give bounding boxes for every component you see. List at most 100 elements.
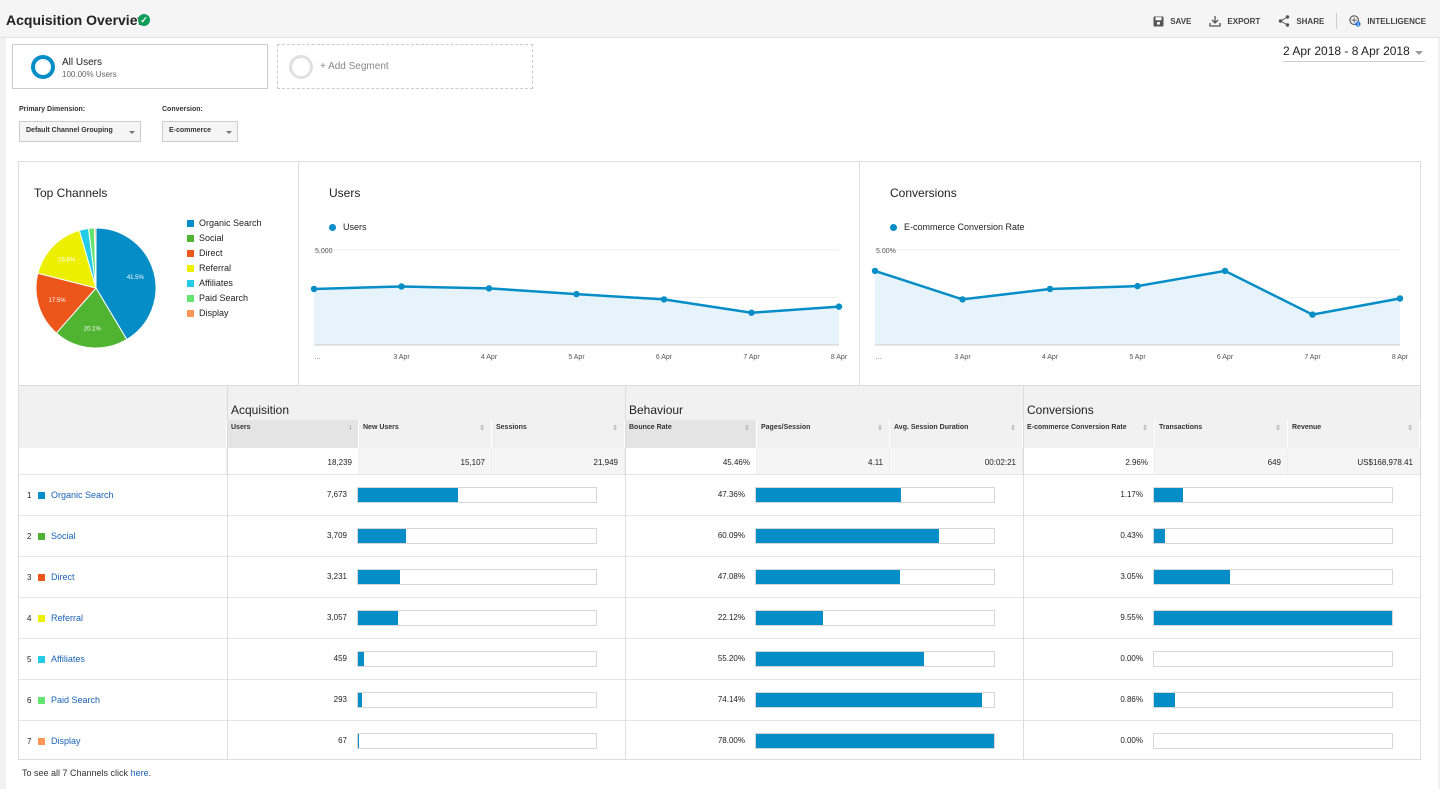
conversions-data-point[interactable] bbox=[1396, 295, 1404, 302]
conversions-data-point[interactable] bbox=[959, 296, 966, 303]
channel-color-swatch bbox=[38, 615, 45, 622]
x-tick-label: 6 Apr bbox=[1217, 354, 1234, 361]
conversions-data-point[interactable] bbox=[1134, 282, 1141, 290]
channel-link-direct[interactable]: Direct bbox=[51, 572, 75, 582]
page-header: Acquisition Overview ✓ SAVE EXPORT SHARE… bbox=[0, 0, 1440, 38]
conversion-rate-value: 0.00% bbox=[1120, 736, 1143, 745]
channel-color-swatch bbox=[38, 574, 45, 581]
column-header-bounce-rate[interactable]: Bounce Rate ⇕ bbox=[625, 420, 757, 448]
overview-panels: Top Channels 41.5% 20.1% 17.5% 16.6% Organi… bbox=[18, 161, 1421, 386]
see-all-channels-link[interactable]: here bbox=[130, 768, 149, 778]
bounce-rate-bar bbox=[756, 734, 994, 748]
sort-icon[interactable]: ⇕ bbox=[612, 425, 618, 432]
legend-swatch bbox=[187, 309, 194, 317]
conversions-data-point[interactable] bbox=[1309, 311, 1316, 318]
share-button[interactable]: SHARE bbox=[1278, 15, 1324, 27]
export-button[interactable]: EXPORT bbox=[1209, 15, 1260, 27]
legend-swatch bbox=[187, 219, 194, 227]
legend-label: Social bbox=[199, 233, 224, 243]
users-value: 293 bbox=[333, 695, 347, 704]
users-data-point[interactable] bbox=[748, 309, 755, 316]
legend-label: Paid Search bbox=[199, 293, 249, 303]
channel-link-display[interactable]: Display bbox=[51, 736, 81, 746]
pie-slice-display[interactable] bbox=[93, 227, 97, 289]
users-bar-track bbox=[357, 528, 597, 544]
top-channels-panel: Top Channels 41.5% 20.1% 17.5% 16.6% Organi… bbox=[19, 162, 298, 385]
group-behaviour: Behaviour bbox=[629, 403, 684, 417]
pie-slice-label: 20.1% bbox=[84, 327, 102, 333]
column-header-users[interactable]: Users ↓ bbox=[227, 420, 359, 448]
table-row: 6 Paid Search 293 74.14% 0.86% bbox=[19, 679, 1420, 720]
column-header-avg-session-duration[interactable]: Avg. Session Duration ⇕ bbox=[890, 420, 1023, 448]
channel-link-affiliates[interactable]: Affiliates bbox=[51, 654, 85, 664]
conversions-data-point[interactable] bbox=[1221, 267, 1229, 275]
users-data-point[interactable] bbox=[398, 283, 405, 290]
total-bounce-rate: 45.46% bbox=[625, 448, 757, 474]
users-area-fill bbox=[314, 286, 839, 345]
segment-all-users[interactable]: All Users 100.00% Users bbox=[12, 44, 268, 89]
intelligence-button[interactable]: 1 INTELLIGENCE bbox=[1349, 15, 1426, 27]
table-group-header bbox=[19, 386, 1420, 420]
column-header-ecommerce-conversion-rate[interactable]: E-commerce Conversion Rate ⇕ bbox=[1023, 420, 1155, 448]
conversions-series-key: E-commerce Conversion Rate bbox=[890, 222, 1025, 232]
channel-link-paid-search[interactable]: Paid Search bbox=[51, 695, 101, 705]
date-range-picker[interactable]: 2 Apr 2018 - 8 Apr 2018 bbox=[1283, 44, 1425, 62]
conversion-rate-bar-track bbox=[1153, 528, 1393, 544]
pie-slice-organic-search[interactable] bbox=[95, 227, 157, 341]
conversion-dropdown[interactable]: E-commerce bbox=[162, 121, 238, 142]
top-channels-title: Top Channels bbox=[34, 186, 108, 200]
conversion-rate-cell: 0.00% bbox=[1023, 639, 1153, 679]
column-header-revenue[interactable]: Revenue ⇕ bbox=[1288, 420, 1420, 448]
legend-item-affiliates: Affiliates bbox=[187, 278, 233, 288]
save-button[interactable]: SAVE bbox=[1152, 15, 1191, 27]
users-data-point[interactable] bbox=[660, 296, 668, 303]
sort-icon[interactable]: ⇕ bbox=[744, 425, 750, 432]
users-data-point[interactable] bbox=[573, 290, 580, 298]
users-data-point[interactable] bbox=[835, 303, 843, 310]
sort-desc-icon[interactable]: ↓ bbox=[348, 424, 353, 431]
verified-check-icon: ✓ bbox=[138, 14, 150, 26]
sort-icon[interactable]: ⇕ bbox=[877, 425, 883, 432]
pie-slice-social[interactable] bbox=[55, 287, 128, 349]
column-group-divider bbox=[1023, 386, 1024, 760]
pie-slice-referral[interactable] bbox=[37, 229, 97, 289]
x-tick-label: 5 Apr bbox=[568, 354, 585, 361]
column-group-divider bbox=[227, 386, 228, 760]
channel-color-swatch bbox=[38, 697, 45, 704]
add-segment-button[interactable]: + Add Segment bbox=[277, 44, 533, 89]
sort-icon[interactable]: ⇕ bbox=[1142, 425, 1148, 432]
channel-link-organic-search[interactable]: Organic Search bbox=[51, 490, 114, 500]
conversions-data-point[interactable] bbox=[1046, 285, 1054, 293]
sort-icon[interactable]: ⇕ bbox=[1275, 425, 1281, 432]
pie-slice-direct[interactable] bbox=[35, 272, 97, 334]
column-header-pages-session[interactable]: Pages/Session ⇕ bbox=[757, 420, 890, 448]
sort-icon[interactable]: ⇕ bbox=[479, 425, 485, 432]
channel-color-swatch bbox=[38, 492, 45, 499]
primary-dimension-dropdown[interactable]: Default Channel Grouping bbox=[19, 121, 141, 142]
sort-icon[interactable]: ⇕ bbox=[1407, 425, 1413, 432]
column-header-new-users[interactable]: New Users ⇕ bbox=[359, 420, 492, 448]
column-header-transactions[interactable]: Transactions ⇕ bbox=[1155, 420, 1288, 448]
users-bar bbox=[358, 611, 398, 625]
bounce-rate-bar bbox=[756, 529, 940, 543]
x-tick-label: 8 Apr bbox=[1392, 354, 1409, 361]
conversion-rate-value: 0.43% bbox=[1120, 531, 1143, 540]
conversion-rate-bar-track bbox=[1153, 610, 1393, 626]
conversions-data-point[interactable] bbox=[871, 267, 879, 275]
x-tick-label: 8 Apr bbox=[831, 354, 848, 361]
conversion-rate-bar bbox=[1154, 611, 1392, 625]
users-data-point[interactable] bbox=[310, 285, 318, 293]
users-series-label: Users bbox=[343, 222, 367, 232]
header-actions: SAVE EXPORT SHARE 1 INTELLIGENCE bbox=[1134, 13, 1426, 29]
sort-icon[interactable]: ⇕ bbox=[1010, 425, 1016, 432]
channel-link-referral[interactable]: Referral bbox=[51, 613, 84, 623]
bounce-rate-bar bbox=[756, 488, 901, 502]
legend-item-referral: Referral bbox=[187, 263, 231, 273]
channel-link-social[interactable]: Social bbox=[51, 531, 76, 541]
series-dot bbox=[329, 223, 336, 231]
column-header-sessions[interactable]: Sessions ⇕ bbox=[492, 420, 625, 448]
y-tick-label: 5.00% bbox=[876, 248, 896, 255]
row-rank: 1 bbox=[27, 491, 32, 500]
users-data-point[interactable] bbox=[485, 285, 493, 292]
